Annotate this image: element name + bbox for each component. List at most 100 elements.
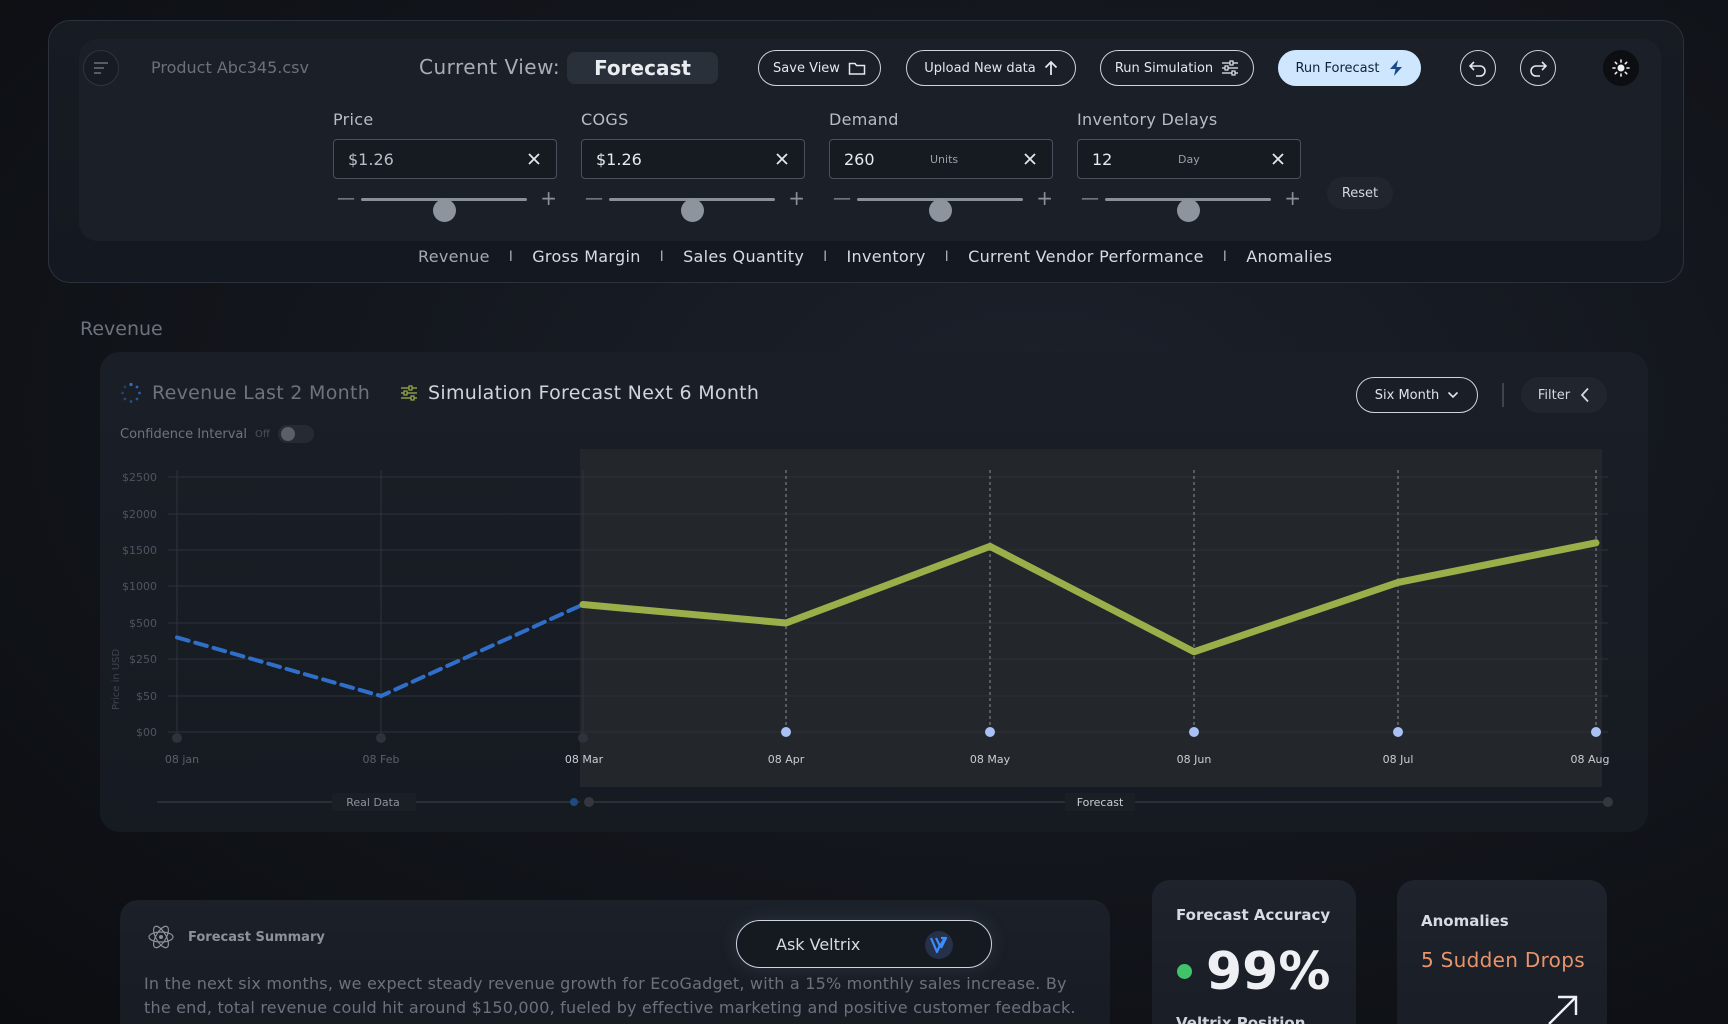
x-marker — [781, 727, 791, 737]
sliders-icon — [401, 385, 417, 401]
data-point — [989, 545, 991, 547]
slider-track[interactable] — [361, 198, 527, 222]
price-slider[interactable]: — + — [333, 186, 557, 222]
arrow-up-icon — [1044, 60, 1057, 75]
tab-inventory[interactable]: Inventory — [846, 247, 926, 266]
plus-icon[interactable]: + — [788, 186, 805, 210]
filter-button[interactable]: Filter — [1521, 377, 1607, 413]
data-point — [1595, 542, 1597, 544]
range-marker — [1603, 797, 1613, 807]
divider — [1502, 383, 1504, 407]
minus-icon[interactable]: — — [1081, 188, 1099, 209]
minus-icon[interactable]: — — [585, 188, 603, 209]
run-simulation-label: Run Simulation — [1114, 60, 1214, 76]
accuracy-value: 99% — [1206, 942, 1331, 1002]
reset-button[interactable]: Reset — [1327, 177, 1393, 209]
veltrix-logo-icon — [925, 931, 953, 959]
run-simulation-button[interactable]: Run Simulation — [1100, 50, 1254, 86]
x-tick-label: 08 Mar — [565, 753, 604, 766]
tab-separator: I — [823, 248, 828, 265]
plus-icon[interactable]: + — [1284, 186, 1301, 210]
slider-track[interactable] — [1105, 198, 1271, 222]
y-tick-label: $2500 — [122, 471, 157, 484]
chevron-left-icon — [1580, 387, 1589, 403]
run-forecast-button[interactable]: Run Forecast — [1278, 50, 1421, 86]
x-marker — [1189, 727, 1199, 737]
tab-sales-quantity[interactable]: Sales Quantity — [683, 247, 805, 266]
param-label: Inventory Delays — [1077, 110, 1218, 129]
y-tick-label: $250 — [129, 653, 157, 666]
loading-spinner-icon — [121, 382, 141, 403]
param-value: 260 — [844, 149, 875, 169]
ask-veltrix-label: Ask Veltrix — [776, 934, 861, 954]
x-tick-label: 08 Apr — [768, 753, 805, 766]
slider-thumb[interactable] — [1177, 199, 1200, 222]
slider-track[interactable] — [609, 198, 775, 222]
close-icon[interactable] — [1270, 151, 1286, 167]
series-line-forecast — [579, 539, 1600, 656]
close-icon[interactable] — [1022, 151, 1038, 167]
undo-button[interactable] — [1460, 50, 1496, 86]
metric-tabs: Revenue I Gross Margin I Sales Quantity … — [418, 247, 1332, 266]
summary-title: Forecast Summary — [188, 929, 325, 945]
close-icon[interactable] — [774, 151, 790, 167]
confidence-interval-toggle[interactable]: Confidence Interval Off — [120, 425, 314, 443]
legend-forecast[interactable]: Simulation Forecast Next 6 Month — [400, 382, 759, 404]
param-label: Demand — [829, 110, 899, 129]
data-point — [582, 604, 584, 605]
x-marker — [172, 733, 182, 743]
y-tick-label: $1000 — [122, 580, 157, 593]
cogs-input[interactable]: $1.26 — [581, 139, 805, 179]
plus-icon[interactable]: + — [1036, 186, 1053, 210]
menu-button[interactable] — [83, 50, 119, 86]
plus-icon[interactable]: + — [540, 186, 557, 210]
x-tick-label: 08 Feb — [363, 753, 400, 766]
slider-thumb[interactable] — [433, 199, 456, 222]
cogs-slider[interactable]: — + — [581, 186, 805, 222]
tab-anomalies[interactable]: Anomalies — [1246, 247, 1333, 266]
slider-thumb[interactable] — [929, 199, 952, 222]
param-inventory-delays: Inventory Delays 12 Day — + — [1077, 110, 1301, 222]
redo-button[interactable] — [1520, 50, 1556, 86]
arrow-up-right-icon[interactable] — [1545, 992, 1581, 1024]
price-input[interactable]: $1.26 — [333, 139, 557, 179]
tab-revenue[interactable]: Revenue — [418, 247, 490, 266]
x-tick-label: 08 May — [970, 753, 1011, 766]
theme-toggle-button[interactable] — [1603, 50, 1639, 86]
revenue-chart: $2500 $2000 $1500 $1000 $500 $250 $50 $00 08 jan… — [111, 449, 1613, 811]
x-marker — [578, 733, 588, 743]
status-dot — [1177, 964, 1192, 979]
minus-icon[interactable]: — — [833, 188, 851, 209]
y-tick-label: $50 — [136, 690, 157, 703]
range-label-real-data: Real Data — [346, 796, 399, 809]
y-axis-label: Price in USD — [111, 648, 122, 710]
demand-slider[interactable]: — + — [829, 186, 1053, 222]
slider-thumb[interactable] — [681, 199, 704, 222]
data-point — [176, 636, 178, 638]
x-marker — [1591, 727, 1601, 737]
toggle-switch[interactable] — [277, 425, 314, 443]
range-select[interactable]: Six Month — [1356, 377, 1478, 413]
run-forecast-label: Run Forecast — [1295, 60, 1380, 76]
anomalies-value: 5 Sudden Drops — [1421, 948, 1585, 972]
range-label-bg — [332, 793, 416, 811]
param-label: Price — [333, 110, 374, 129]
inventory-delays-slider[interactable]: — + — [1077, 186, 1301, 222]
minus-icon[interactable]: — — [337, 188, 355, 209]
demand-input[interactable]: 260 Units — [829, 139, 1053, 179]
inventory-delays-input[interactable]: 12 Day — [1077, 139, 1301, 179]
current-view-pill[interactable]: Forecast — [567, 52, 718, 84]
tab-separator: I — [508, 248, 514, 265]
slider-track[interactable] — [857, 198, 1023, 222]
param-price: Price $1.26 — + — [333, 110, 557, 222]
tab-gross-margin[interactable]: Gross Margin — [532, 247, 641, 266]
tab-current-vendor-performance[interactable]: Current Vendor Performance — [968, 247, 1204, 266]
legend-real-data[interactable]: Revenue Last 2 Month — [120, 382, 370, 404]
close-icon[interactable] — [526, 151, 542, 167]
data-point — [1193, 651, 1195, 653]
tab-separator: I — [659, 248, 665, 265]
upload-new-data-button[interactable]: Upload New data — [906, 50, 1076, 86]
tab-separator: I — [1222, 248, 1228, 265]
ask-veltrix-button[interactable]: Ask Veltrix — [736, 920, 992, 968]
save-view-button[interactable]: Save View — [758, 50, 881, 86]
